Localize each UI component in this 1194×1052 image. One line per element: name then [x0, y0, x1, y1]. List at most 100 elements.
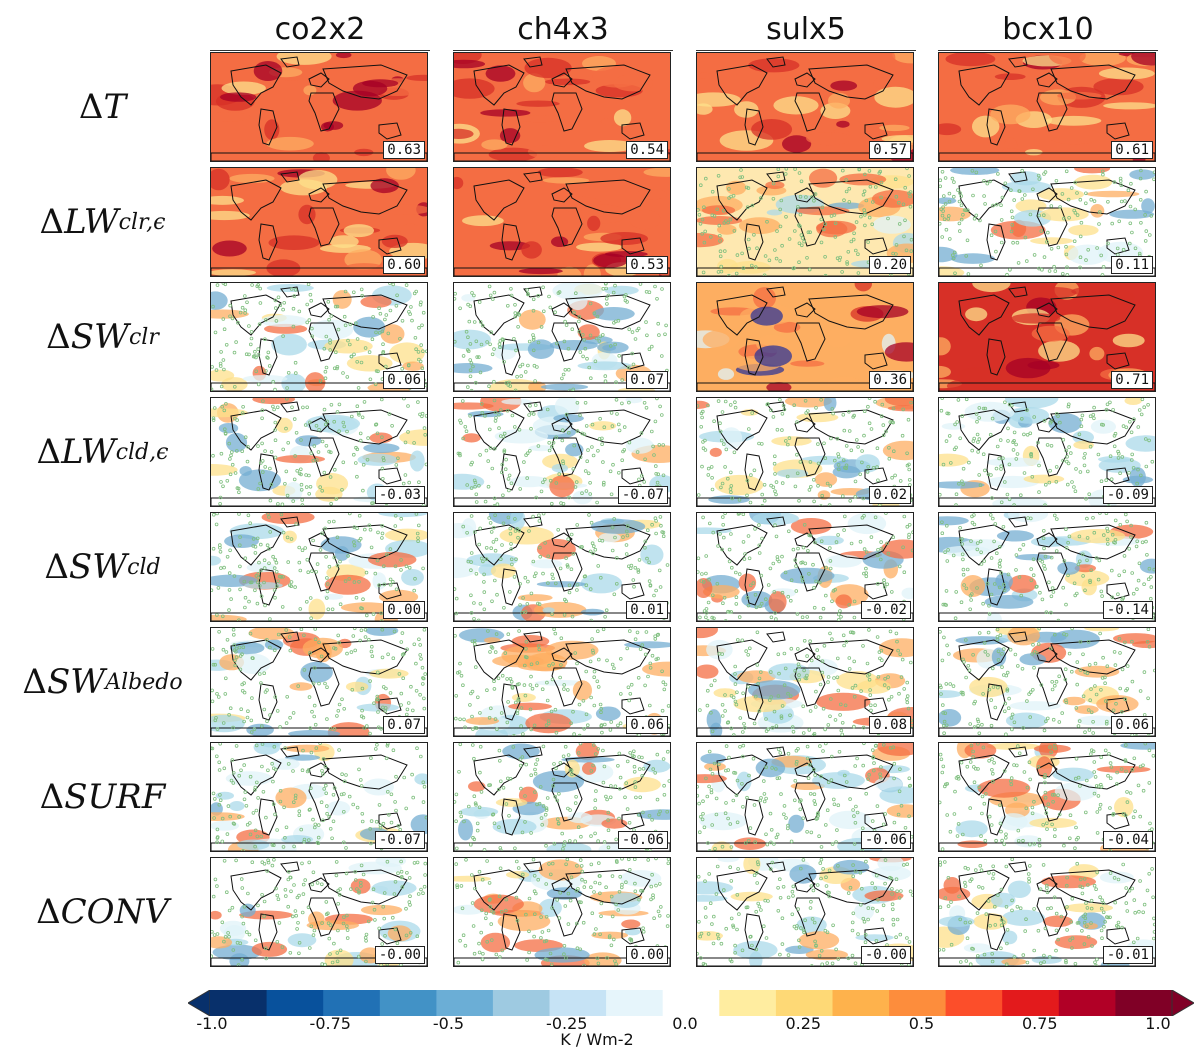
- global-mean-value: 0.54: [626, 141, 668, 159]
- global-mean-value: -0.00: [860, 946, 911, 964]
- global-mean-value: -0.01: [1102, 946, 1153, 964]
- global-mean-value: 0.01: [626, 601, 668, 619]
- global-mean-value: 0.20: [869, 256, 911, 274]
- global-mean-value: -0.06: [860, 831, 911, 849]
- colorbar-bin: [662, 990, 720, 1016]
- map-field: [939, 53, 1155, 161]
- map-panel-sulx5-row1: 0.57: [696, 52, 914, 162]
- map-panel-bcx10-row1: 0.61: [938, 52, 1156, 162]
- map-panel-bcx10-row6: 0.06: [938, 627, 1156, 737]
- row-label-sw-albedo: Δ SW Albedo: [0, 627, 205, 737]
- map-panel-co2x2-row6: 0.07: [210, 627, 428, 737]
- global-mean-value: 0.07: [383, 716, 425, 734]
- map-panel-sulx5-row7: -0.06: [696, 742, 914, 852]
- variable-name: SW: [68, 547, 128, 587]
- map-panel-ch4x3-row5: 0.01: [453, 512, 671, 622]
- global-mean-value: -0.09: [1102, 486, 1153, 504]
- map-field: [211, 53, 427, 161]
- map-panel-co2x2-row3: 0.06: [210, 282, 428, 392]
- row-label-lw-cld-: Δ LW cld,ϵ: [0, 397, 205, 507]
- colorbar-bin: [775, 990, 833, 1016]
- colorbar-tick-label: -0.5: [432, 1014, 465, 1033]
- row-label-sw-cld: Δ SW cld: [0, 512, 205, 622]
- row-label-sw-clr: Δ SW clr: [0, 282, 205, 392]
- colorbar-bin: [889, 990, 947, 1016]
- variable-subscript: Albedo: [105, 669, 183, 695]
- variable-name: SW: [70, 317, 129, 357]
- global-mean-value: 0.06: [1111, 716, 1153, 734]
- row-label-surf: Δ SURF: [0, 742, 205, 852]
- row-label-conv: Δ CONV: [0, 857, 205, 967]
- colorbar-bin: [492, 990, 550, 1016]
- colorbar-extend-min: [188, 990, 211, 1016]
- colorbar-units: K / Wm-2: [560, 1030, 634, 1049]
- map-field: [939, 513, 1155, 621]
- colorbar-tick-label: -0.75: [309, 1014, 351, 1033]
- colorbar-tick-label: 0.5: [908, 1014, 935, 1033]
- column-title: sulx5: [766, 12, 846, 47]
- delta-symbol: Δ: [22, 662, 47, 702]
- map-panel-co2x2-row5: 0.00: [210, 512, 428, 622]
- colorbar-bin: [606, 990, 664, 1016]
- map-field: [697, 513, 913, 621]
- global-mean-value: 0.53: [626, 256, 668, 274]
- variable-subscript: clr,ϵ: [118, 209, 166, 235]
- map-panel-co2x2-row1: 0.63: [210, 52, 428, 162]
- colorbar-bin: [379, 990, 437, 1016]
- colorbar-bin: [1115, 990, 1173, 1016]
- map-panel-bcx10-row2: 0.11: [938, 167, 1156, 277]
- colorbar-bin: [945, 990, 1003, 1016]
- map-panel-bcx10-row5: -0.14: [938, 512, 1156, 622]
- colorbar-bin: [266, 990, 324, 1016]
- map-panel-ch4x3-row7: -0.06: [453, 742, 671, 852]
- column-header-co2x2: co2x2: [210, 12, 430, 51]
- map-panel-co2x2-row8: -0.00: [210, 857, 428, 967]
- map-field: [454, 858, 670, 966]
- variable-subscript: cld: [127, 554, 161, 580]
- delta-symbol: Δ: [78, 87, 104, 127]
- map-panel-ch4x3-row8: 0.00: [453, 857, 671, 967]
- colorbar-bin: [832, 990, 890, 1016]
- delta-symbol: Δ: [39, 202, 65, 242]
- variable-subscript: clr: [128, 324, 159, 350]
- global-mean-value: -0.14: [1102, 601, 1153, 619]
- column-title: bcx10: [1002, 12, 1094, 47]
- global-mean-value: 0.61: [1111, 141, 1153, 159]
- column-title: co2x2: [274, 12, 366, 47]
- colorbar-tick-label: 0.0: [672, 1014, 698, 1033]
- colorbar-tick-label: 0.25: [785, 1014, 822, 1033]
- global-mean-value: 0.60: [383, 256, 425, 274]
- map-panel-co2x2-row7: -0.07: [210, 742, 428, 852]
- column-rule: [696, 50, 916, 51]
- variable-name: T: [103, 87, 127, 127]
- colorbar-tick-label: 1.0: [1145, 1014, 1171, 1033]
- map-panel-bcx10-row4: -0.09: [938, 397, 1156, 507]
- map-panel-co2x2-row4: -0.03: [210, 397, 428, 507]
- colorbar-bin: [210, 990, 268, 1016]
- map-field: [697, 398, 913, 506]
- column-rule: [210, 50, 430, 51]
- delta-symbol: Δ: [46, 317, 71, 357]
- global-mean-value: 0.06: [383, 371, 425, 389]
- column-header-ch4x3: ch4x3: [453, 12, 673, 51]
- map-panel-sulx5-row2: 0.20: [696, 167, 914, 277]
- column-title: ch4x3: [517, 12, 609, 47]
- variable-name: SURF: [64, 777, 166, 817]
- colorbar-bin: [323, 990, 381, 1016]
- column-rule: [938, 50, 1158, 51]
- global-mean-value: -0.00: [374, 946, 425, 964]
- column-header-bcx10: bcx10: [938, 12, 1158, 51]
- map-field: [211, 858, 427, 966]
- colorbar-tick-label: 0.75: [1021, 1014, 1058, 1033]
- global-mean-value: -0.07: [374, 831, 425, 849]
- global-mean-value: 0.11: [1111, 256, 1153, 274]
- column-header-sulx5: sulx5: [696, 12, 916, 51]
- variable-subscript: cld,ϵ: [115, 439, 169, 465]
- map-panel-sulx5-row5: -0.02: [696, 512, 914, 622]
- column-rule: [453, 50, 673, 51]
- delta-symbol: Δ: [36, 432, 62, 472]
- map-panel-co2x2-row2: 0.60: [210, 167, 428, 277]
- global-mean-value: 0.08: [869, 716, 911, 734]
- colorbar-tick-label: -1.0: [196, 1014, 228, 1033]
- colorbar-bin: [719, 990, 777, 1016]
